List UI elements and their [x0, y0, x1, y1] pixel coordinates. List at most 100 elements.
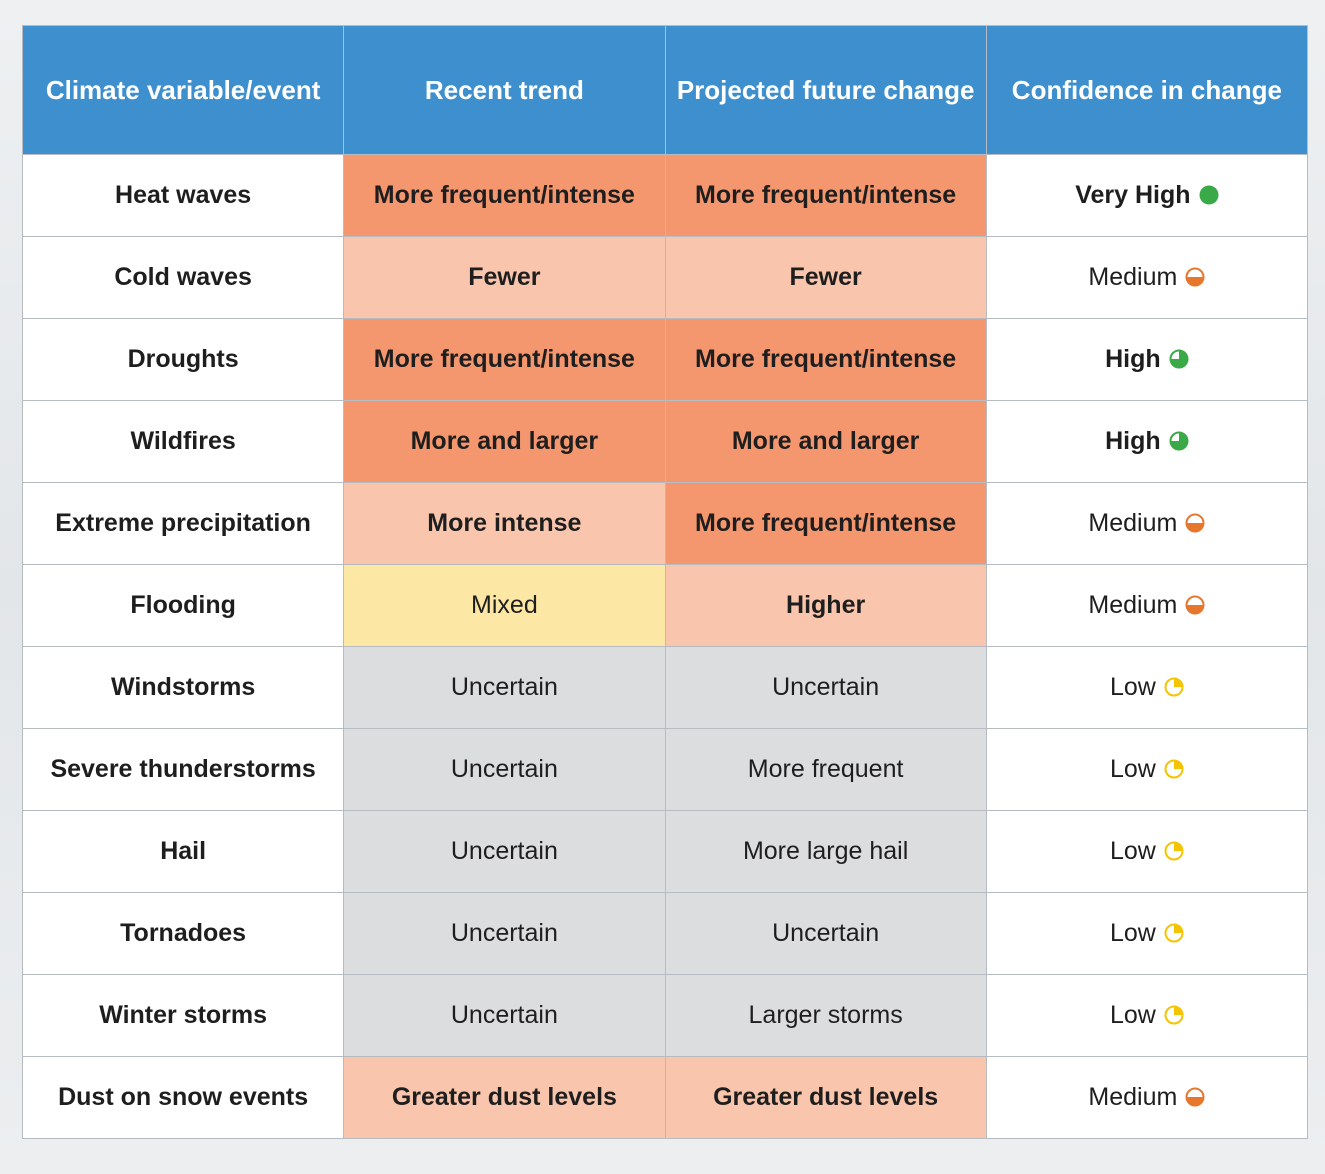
trend-cell: Uncertain	[664, 646, 987, 729]
confidence-cell: Low	[985, 974, 1309, 1057]
header-row: Climate variable/event Recent trend Projec…	[21, 25, 1309, 155]
cell-text: Uncertain	[772, 919, 880, 947]
trend-cell: Uncertain	[343, 892, 666, 975]
cell-text: Confidence in change	[1011, 74, 1282, 105]
cell-text: More intense	[427, 509, 582, 537]
cell-text: Medium	[1088, 591, 1178, 619]
cell-text: Low	[1109, 673, 1156, 701]
cell-text: More and larger	[410, 427, 599, 455]
table-row: Dust on snow events Greater dust levels Gr…	[21, 1056, 1309, 1139]
cell-text: Windstorms	[111, 673, 256, 701]
trend-cell: More large hail	[664, 810, 987, 893]
cell-text: More frequent/intense	[695, 345, 957, 373]
cell-text: More frequent/intense	[373, 345, 635, 373]
cell-text: Droughts	[127, 345, 239, 373]
cell-text: Flooding	[130, 591, 236, 619]
event-cell: Droughts	[21, 318, 345, 401]
trend-cell: More frequent/intense	[343, 318, 666, 401]
cell-text: Low	[1109, 919, 1156, 947]
trend-cell: Uncertain	[343, 646, 666, 729]
cell-text: Low	[1109, 837, 1156, 865]
trend-cell: Greater dust levels	[664, 1056, 987, 1139]
cell-text: Fewer	[468, 263, 541, 291]
confidence-icon	[1169, 349, 1189, 369]
trend-cell: Uncertain	[343, 810, 666, 893]
cell-text: Greater dust levels	[391, 1083, 617, 1111]
cell-text: Tornadoes	[120, 919, 247, 947]
confidence-cell: Low	[985, 892, 1309, 975]
confidence-icon	[1199, 185, 1219, 205]
cell-text: Higher	[786, 591, 866, 619]
cell-text: High	[1105, 345, 1161, 373]
cell-text: Projected future change	[676, 74, 975, 105]
table-row: Severe thunderstorms Uncertain More freque…	[21, 728, 1309, 811]
confidence-icon	[1169, 431, 1189, 451]
table-row: Tornadoes Uncertain Uncertain Low	[21, 892, 1309, 975]
trend-cell: More frequent	[664, 728, 987, 811]
header-cell: Climate variable/event	[21, 25, 345, 155]
confidence-cell: Medium	[985, 482, 1309, 565]
cell-text: More and larger	[731, 427, 920, 455]
table-row: Wildfires More and larger More and larger H…	[21, 400, 1309, 483]
cell-text: More frequent/intense	[695, 181, 957, 209]
confidence-icon	[1164, 841, 1184, 861]
confidence-icon	[1164, 1005, 1184, 1025]
trend-cell: Uncertain	[343, 728, 666, 811]
event-cell: Cold waves	[21, 236, 345, 319]
cell-text: Climate variable/event	[45, 74, 321, 105]
confidence-icon	[1185, 267, 1205, 287]
cell-text: More frequent/intense	[695, 509, 957, 537]
event-cell: Extreme precipitation	[21, 482, 345, 565]
event-cell: Heat waves	[21, 154, 345, 237]
cell-text: Medium	[1088, 263, 1178, 291]
cell-text: Larger storms	[748, 1001, 903, 1029]
event-cell: Hail	[21, 810, 345, 893]
trend-cell: More and larger	[343, 400, 666, 483]
cell-text: Hail	[160, 837, 207, 865]
confidence-cell: Very High	[985, 154, 1309, 237]
confidence-cell: High	[985, 318, 1309, 401]
cell-text: Fewer	[789, 263, 862, 291]
confidence-cell: Low	[985, 728, 1309, 811]
trend-cell: Fewer	[664, 236, 987, 319]
cell-text: Winter storms	[99, 1001, 268, 1029]
table-row: Hail Uncertain More large hail Low	[21, 810, 1309, 893]
cell-text: Uncertain	[450, 755, 558, 783]
confidence-cell: Low	[985, 646, 1309, 729]
cell-text: Uncertain	[450, 919, 558, 947]
trend-cell: Uncertain	[664, 892, 987, 975]
table-row: Extreme precipitation More intense More fr…	[21, 482, 1309, 565]
cell-text: Low	[1109, 755, 1156, 783]
trend-cell: More intense	[343, 482, 666, 565]
cell-text: Very High	[1075, 181, 1191, 209]
event-cell: Severe thunderstorms	[21, 728, 345, 811]
table-body: Heat waves More frequent/intense More freq…	[21, 154, 1309, 1139]
confidence-cell: Medium	[985, 1056, 1309, 1139]
trend-cell: Uncertain	[343, 974, 666, 1057]
trend-cell: More and larger	[664, 400, 987, 483]
header-cell: Projected future change	[664, 25, 987, 155]
cell-text: More frequent/intense	[373, 181, 635, 209]
confidence-icon	[1185, 1087, 1205, 1107]
confidence-icon	[1185, 595, 1205, 615]
cell-text: Medium	[1088, 1083, 1178, 1111]
cell-text: Cold waves	[114, 263, 252, 291]
header-cell: Recent trend	[343, 25, 666, 155]
cell-text: More frequent	[747, 755, 904, 783]
cell-text: Uncertain	[450, 837, 558, 865]
trend-cell: More frequent/intense	[664, 482, 987, 565]
header-cell: Confidence in change	[985, 25, 1309, 155]
cell-text: Uncertain	[450, 1001, 558, 1029]
table-row: Windstorms Uncertain Uncertain Low	[21, 646, 1309, 729]
event-cell: Windstorms	[21, 646, 345, 729]
table-row: Winter storms Uncertain Larger storms Low	[21, 974, 1309, 1057]
cell-text: Mixed	[471, 591, 538, 619]
cell-text: Medium	[1088, 509, 1178, 537]
table-row: Droughts More frequent/intense More freque…	[21, 318, 1309, 401]
trend-cell: Higher	[664, 564, 987, 647]
cell-text: Dust on snow events	[58, 1083, 309, 1111]
cell-text: High	[1105, 427, 1161, 455]
cell-text: Wildfires	[130, 427, 236, 455]
event-cell: Dust on snow events	[21, 1056, 345, 1139]
